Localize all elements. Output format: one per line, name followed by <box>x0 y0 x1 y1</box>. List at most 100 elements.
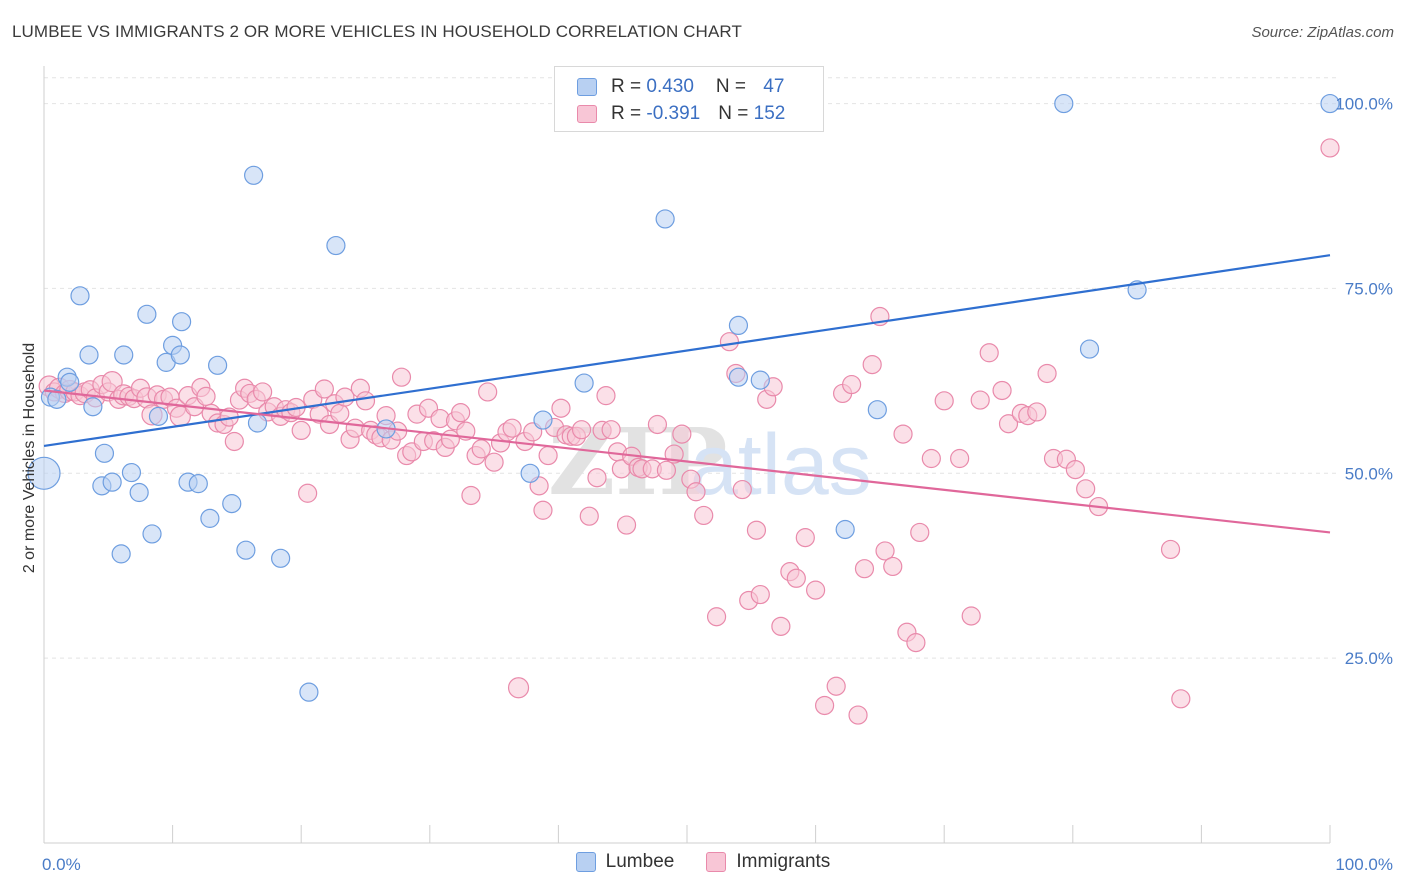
lumbee-point <box>271 548 291 568</box>
immigrants-point <box>771 616 791 636</box>
lumbee-r-label: R = <box>611 76 647 97</box>
immigrants-point <box>694 505 714 526</box>
lumbee-point <box>750 370 770 390</box>
legend-row-immigrants: R = -0.391 N = 152 <box>577 102 785 126</box>
legend-immigrants-label: Immigrants <box>736 851 831 872</box>
immigrants-point <box>355 391 376 411</box>
immigrants-point <box>934 391 954 411</box>
lumbee-point <box>111 544 131 564</box>
lumbee-point <box>208 355 228 375</box>
lumbee-n-label: N = <box>715 76 752 97</box>
lumbee-n-value: 47 <box>763 76 785 97</box>
immigrants-point <box>1171 689 1191 709</box>
stats-legend: R = 0.430 N = 47 R = -0.391 N = 152 <box>554 66 824 132</box>
source-label: Source: ZipAtlas.com <box>1251 24 1394 41</box>
immigrants-point <box>298 483 318 503</box>
lumbee-point <box>94 443 115 463</box>
immigrants-trend-line <box>43 389 1331 534</box>
lumbee-point <box>867 400 887 420</box>
immigrants-point <box>484 452 504 472</box>
lumbee-point <box>47 389 67 409</box>
immigrants-point <box>478 382 498 402</box>
immigrants-point <box>921 448 941 469</box>
lumbee-point <box>148 406 169 426</box>
immigrants-point <box>970 390 990 410</box>
immigrants-point <box>893 424 913 444</box>
immigrants-point <box>706 607 727 627</box>
immigrants-point <box>538 445 558 466</box>
legend-row-lumbee: R = 0.430 N = 47 <box>577 75 784 99</box>
lumbee-point <box>60 372 80 392</box>
immigrants-point <box>875 541 895 561</box>
immigrants-point <box>579 506 599 526</box>
immigrants-point <box>854 559 875 579</box>
immigrants-swatch <box>577 105 597 123</box>
immigrants-point <box>391 367 412 387</box>
immigrants-point <box>551 398 571 418</box>
immigrants-point <box>961 606 981 626</box>
immigrants-point <box>596 386 616 406</box>
lumbee-point <box>1079 339 1100 359</box>
immigrants-point <box>461 485 481 506</box>
immigrants-n-label: N = <box>718 103 754 124</box>
immigrants-point <box>451 403 471 423</box>
legend-item-immigrants: Immigrants <box>706 851 830 873</box>
lumbee-r-value: 0.430 <box>646 76 694 97</box>
immigrants-n-value: 152 <box>753 103 786 124</box>
lumbee-point <box>728 315 749 336</box>
lumbee-point <box>574 373 594 393</box>
lumbee-point <box>172 312 192 332</box>
lumbee-point <box>129 482 149 503</box>
grid-lines <box>44 77 1340 659</box>
lumbee-point <box>102 472 122 492</box>
immigrants-point <box>533 500 553 520</box>
legend-immigrants-swatch <box>706 852 727 872</box>
immigrants-point <box>686 482 706 502</box>
immigrants-point <box>979 343 999 363</box>
immigrants-point <box>805 580 826 600</box>
lumbee-point <box>1054 93 1074 114</box>
immigrants-point <box>1160 539 1181 560</box>
immigrants-point <box>910 522 930 543</box>
immigrants-point <box>732 479 752 500</box>
lumbee-point <box>299 682 319 702</box>
immigrants-point <box>848 705 868 725</box>
immigrants-point <box>795 528 815 548</box>
immigrants-point <box>471 439 491 459</box>
immigrants-point <box>330 403 350 423</box>
immigrants-point <box>587 468 607 488</box>
immigrants-point <box>815 695 835 716</box>
immigrants-point <box>647 414 668 435</box>
lumbee-point <box>655 209 675 229</box>
immigrants-point <box>862 354 882 375</box>
lumbee-point <box>728 367 749 387</box>
immigrants-point <box>1076 479 1096 499</box>
chart-title: LUMBEE VS IMMIGRANTS 2 OR MORE VEHICLES … <box>12 22 742 41</box>
y-tick-label-100: 100.0% <box>1335 95 1393 114</box>
lumbee-point <box>1320 93 1340 114</box>
legend-lumbee-swatch <box>575 852 596 872</box>
lumbee-point <box>142 524 162 544</box>
lumbee-point <box>520 463 540 483</box>
immigrants-point <box>507 677 530 699</box>
immigrants-point <box>1037 363 1057 384</box>
trend-lines <box>43 254 1331 534</box>
lumbee-point <box>70 286 90 306</box>
lumbee-point <box>121 462 142 483</box>
lumbee-point <box>222 494 242 514</box>
immigrants-r-value: -0.391 <box>646 103 701 124</box>
lumbee-point <box>244 165 264 185</box>
immigrants-point <box>719 332 740 352</box>
y-tick-label-75: 75.0% <box>1345 279 1393 298</box>
lumbee-points <box>27 93 1340 702</box>
y-axis-label: 2 or more Vehicles in Household <box>21 343 38 573</box>
immigrants-point <box>992 380 1012 401</box>
lumbee-point <box>236 540 256 560</box>
lumbee-swatch <box>577 78 597 96</box>
lumbee-point <box>835 519 855 540</box>
y-tick-label-50: 50.0% <box>1345 464 1393 483</box>
lumbee-point <box>79 345 99 365</box>
immigrants-point <box>906 633 926 653</box>
legend-item-lumbee: Lumbee <box>575 851 674 873</box>
